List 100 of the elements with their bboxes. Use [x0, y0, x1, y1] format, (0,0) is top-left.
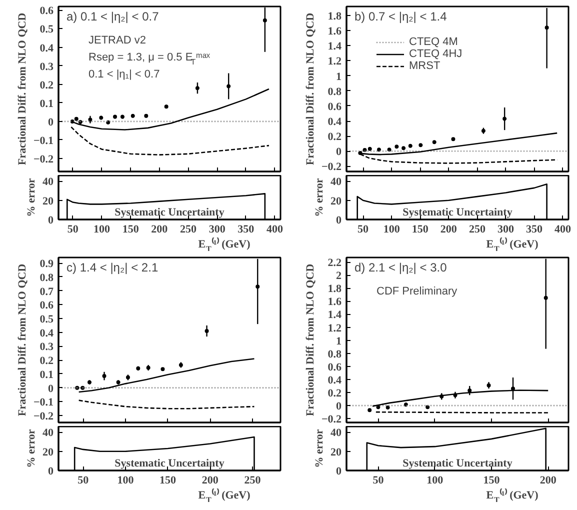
x-tick-label: 150	[122, 224, 140, 236]
x-tick-label: 350	[526, 224, 544, 236]
y-tick-label: 0.1	[40, 368, 54, 381]
y-tick-label: 0.9	[40, 258, 54, 270]
y-tick-label: 1	[336, 70, 342, 83]
y-tick-label: 1.8	[328, 283, 342, 296]
y-tick-label: 1.4	[328, 309, 342, 322]
annotation: a) 0.1 < |η₂| < 0.7	[66, 10, 160, 24]
y-tick-label: 0.8	[328, 348, 342, 360]
legend-label: CTEQ 4HJ	[409, 48, 462, 60]
y-tick-label: 0	[336, 146, 342, 158]
x-tick-label: 100	[426, 474, 444, 486]
x-tick-label: 200	[151, 224, 168, 236]
annotation: 0.1 < |η₁| < 0.7	[88, 68, 160, 80]
annotation: Systematic Uncertainty	[402, 458, 513, 470]
x-tick-label: 200	[440, 224, 458, 236]
x-tick-label: 150	[160, 474, 177, 486]
y-tick-label: 20	[42, 195, 54, 208]
y-tick-label: 1.6	[328, 296, 342, 308]
y-tick-label: 40	[330, 427, 342, 440]
x-tick-label: 250	[468, 224, 486, 236]
annotation: Systematic Uncertainty	[402, 206, 513, 219]
y-tick-label: −0.2	[33, 410, 54, 423]
x-tick-label: 50	[372, 474, 384, 486]
legend-label: MRST	[409, 60, 440, 72]
y-tick-label: 0	[336, 466, 342, 478]
y-axis-title: % error	[314, 178, 326, 217]
x-tick-label: 50	[358, 224, 370, 236]
y-tick-label: 0.3	[40, 60, 54, 73]
annotation: d) 2.1 < |η₂| < 3.0	[354, 260, 448, 274]
x-tick-label: 150	[412, 224, 429, 236]
y-tick-label: 0.2	[328, 131, 342, 144]
y-tick-label: −0.1	[33, 134, 54, 147]
y-tick-label: 40	[42, 176, 54, 188]
y-axis-title: % error	[314, 429, 326, 468]
y-tick-label: 0.6	[40, 300, 54, 312]
y-tick-label: 0.1	[40, 98, 54, 110]
y-tick-label: 0.3	[40, 341, 54, 354]
x-tick-label: 200	[202, 474, 219, 486]
x-tick-label: 400	[266, 224, 284, 236]
annotation: Systematic Uncertainty	[114, 458, 225, 470]
y-tick-label: 0.7	[40, 286, 54, 298]
y-tick-label: 1.8	[328, 10, 342, 23]
y-tick-label: 0.2	[40, 355, 54, 368]
legend-label: CTEQ 4M	[409, 36, 458, 48]
y-tick-label: 0.6	[40, 5, 54, 18]
y-tick-label: 0.4	[40, 42, 54, 54]
x-tick-label: 50	[67, 224, 79, 236]
y-tick-label: 0.5	[40, 24, 54, 36]
y-tick-label: −0.1	[33, 396, 54, 409]
x-tick-label: 250	[244, 474, 262, 486]
annotation: Systematic Uncertainty	[114, 206, 225, 219]
y-tick-label: 40	[330, 176, 342, 188]
x-tick-label: 300	[208, 224, 226, 236]
x-tick-label: 300	[497, 224, 514, 236]
y-tick-label: 0.2	[328, 388, 342, 400]
y-tick-label: −0.2	[321, 414, 342, 426]
x-tick-label: 350	[238, 224, 255, 236]
y-tick-label: 2.2	[328, 257, 342, 270]
y-tick-label: 0.4	[40, 327, 54, 340]
y-tick-label: 1.2	[328, 56, 342, 68]
x-tick-label: 400	[554, 224, 572, 236]
y-tick-label: 1.2	[328, 322, 342, 334]
annotation: CDF Preliminary	[376, 286, 458, 298]
y-axis-title: % error	[26, 429, 38, 468]
x-tick-label: 100	[383, 224, 400, 236]
x-tick-label: 100	[117, 474, 134, 486]
y-axis-title: Fractional Diff. from NLO QCD	[304, 12, 316, 166]
y-tick-label: 0.4	[328, 374, 342, 386]
annotation: b) 0.7 < |η₂| < 1.4	[354, 10, 448, 24]
y-tick-label: 20	[330, 195, 342, 208]
annotation: JETRAD v2	[88, 34, 146, 46]
y-axis-title: % error	[26, 178, 38, 217]
y-tick-label: 1.4	[328, 40, 342, 53]
y-tick-label: 0.6	[328, 361, 342, 374]
y-tick-label: 0	[48, 116, 54, 128]
y-tick-label: 1.6	[328, 26, 342, 38]
y-tick-label: 0.4	[328, 116, 342, 128]
y-tick-label: −0.2	[321, 161, 342, 174]
y-tick-label: 0.2	[40, 79, 54, 92]
y-tick-label: 0.8	[40, 272, 54, 284]
y-tick-label: 20	[330, 446, 342, 458]
y-tick-label: 0	[48, 214, 54, 226]
y-tick-label: 0.8	[328, 86, 342, 98]
y-tick-label: 0	[48, 466, 54, 478]
x-tick-label: 100	[93, 224, 110, 236]
y-axis-title: Fractional Diff. from NLO QCD	[16, 264, 28, 416]
y-tick-label: 0	[336, 214, 342, 226]
y-axis-title: Fractional Diff. from NLO QCD	[16, 12, 28, 166]
y-axis-title: Fractional Diff. from NLO QCD	[304, 264, 316, 416]
y-tick-label: 0	[48, 382, 54, 395]
y-tick-label: 0.5	[40, 314, 54, 326]
y-tick-label: 0	[336, 400, 342, 413]
y-tick-label: −0.2	[33, 154, 54, 166]
x-tick-label: 200	[540, 474, 557, 486]
y-tick-label: 0.6	[328, 100, 342, 113]
y-tick-label: 2	[336, 270, 342, 282]
annotation: c) 1.4 < |η₂| < 2.1	[66, 260, 158, 274]
x-tick-label: 150	[483, 474, 500, 486]
y-tick-label: 40	[42, 427, 54, 440]
